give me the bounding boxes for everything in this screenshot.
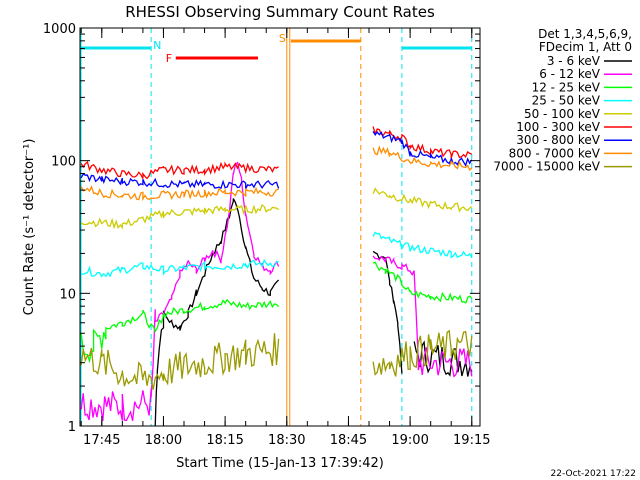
- instrument-flags: NF S: [80, 28, 473, 426]
- y-tick-label: 1: [68, 420, 76, 435]
- chart-title: RHESSI Observing Summary Count Rates: [125, 3, 435, 21]
- legend-header-line-1: Det 1,3,4,5,6,9,: [538, 27, 632, 41]
- series-line-5: [80, 160, 279, 180]
- series-line-1: [372, 255, 473, 378]
- x-tick-label: 18:00: [145, 433, 182, 448]
- x-tick-label: 17:45: [83, 433, 120, 448]
- legend-label: 800 - 7000 keV: [509, 146, 601, 160]
- series-line-5: [372, 126, 473, 159]
- series-line-4: [372, 187, 473, 213]
- series-line-3: [81, 258, 279, 278]
- y-tick-label: 1000: [43, 22, 76, 37]
- x-tick-label: 19:00: [391, 433, 428, 448]
- x-axis-label: Start Time (15-Jan-13 17:39:42): [176, 456, 384, 471]
- flag-night-label: N: [153, 39, 161, 52]
- y-tick-label: 100: [51, 155, 76, 170]
- legend-label: 300 - 800 keV: [516, 133, 600, 147]
- x-tick-label: 18:45: [330, 433, 367, 448]
- legend-label: 12 - 25 keV: [532, 80, 601, 94]
- flag-saa-label: S: [279, 32, 286, 45]
- series-line-2: [80, 298, 280, 364]
- legend-label: 6 - 12 keV: [539, 67, 601, 81]
- series-line-3: [372, 231, 473, 259]
- x-tick-label: 18:30: [268, 433, 305, 448]
- series-lines: [80, 126, 473, 427]
- series-line-6: [80, 172, 280, 190]
- footer-date: 22-Oct-2021 17:22: [551, 469, 636, 479]
- y-axis-ticks: 1 10 100 1000: [43, 22, 480, 435]
- legend-label: 25 - 50 keV: [532, 94, 601, 108]
- x-tick-label: 19:15: [453, 433, 490, 448]
- legend-label: 7000 - 15000 keV: [493, 160, 600, 174]
- legend-label: 50 - 100 keV: [524, 107, 601, 121]
- plot-frame: [79, 27, 481, 427]
- series-line-4: [80, 203, 279, 230]
- legend-label: 3 - 6 keV: [547, 54, 601, 68]
- series-line-2: [372, 261, 473, 304]
- series-line-0: [154, 198, 280, 427]
- legend-header-line-2: FDecim 1, Att 0: [539, 40, 632, 54]
- flag-flare-label: F: [166, 52, 172, 65]
- y-tick-label: 10: [59, 287, 76, 302]
- series-line-0: [372, 250, 403, 374]
- series-line-0: [413, 340, 473, 377]
- legend-label: 100 - 300 keV: [516, 120, 600, 134]
- legend: Det 1,3,4,5,6,9, FDecim 1, Att 0 3 - 6 k…: [493, 27, 632, 174]
- x-tick-label: 18:15: [206, 433, 243, 448]
- series-line-7: [80, 185, 279, 202]
- series-line-1: [80, 161, 280, 422]
- series-line-8: [80, 333, 280, 390]
- x-axis-ticks: 17:45 18:00 18:15 18:30 18:45 19:00 19:15: [80, 28, 491, 448]
- series-line-7: [372, 145, 473, 171]
- series-line-8: [372, 329, 473, 377]
- y-axis-label: Count Rate (s⁻¹ detector⁻¹): [22, 139, 37, 316]
